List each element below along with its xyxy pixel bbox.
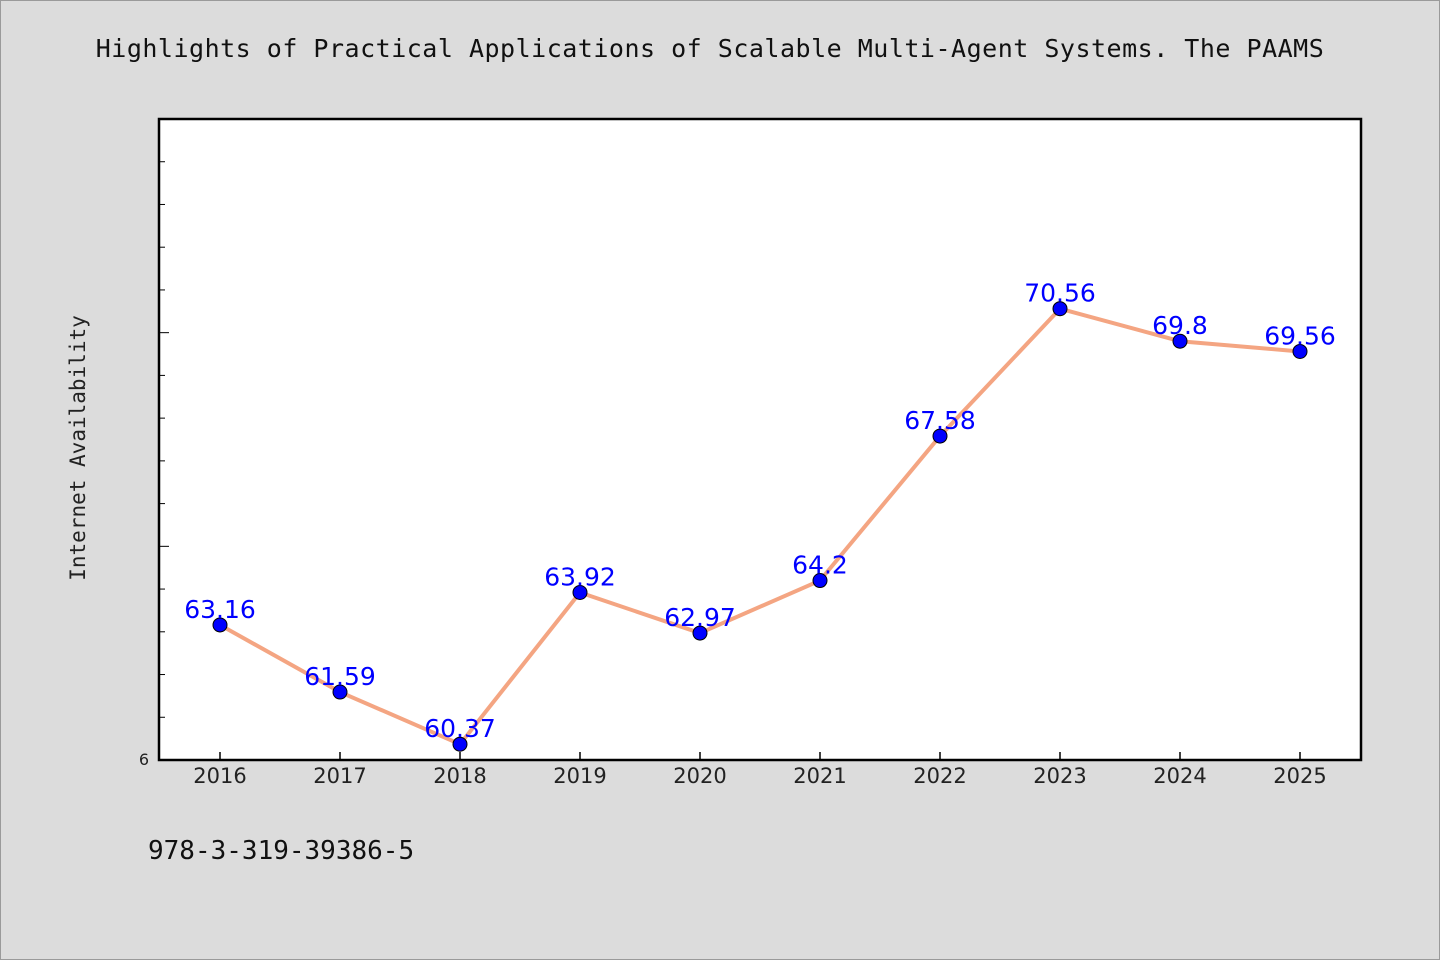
chart-title: Highlights of Practical Applications of … (95, 34, 1325, 63)
x-tick-label: 2025 (1273, 764, 1326, 788)
data-label: 63.16 (184, 595, 256, 624)
x-tick-label: 2022 (913, 764, 966, 788)
plot-area (157, 117, 1363, 762)
y-tick-label: 6 (139, 750, 149, 769)
data-point (212, 617, 228, 633)
data-label: 64.2 (792, 551, 848, 580)
isbn-text: 978-3-319-39386-5 (148, 836, 415, 866)
data-point (452, 736, 468, 752)
data-point (572, 584, 588, 600)
x-tick-label: 2019 (553, 764, 606, 788)
x-tick-label: 2018 (433, 764, 486, 788)
data-point (332, 684, 348, 700)
data-label: 63.92 (544, 562, 616, 591)
data-label: 61.59 (304, 662, 376, 691)
series-line (218, 306, 1302, 747)
data-label: 60.37 (424, 714, 496, 743)
data-point (1172, 333, 1188, 349)
data-point (932, 428, 948, 444)
data-label: 70.56 (1024, 279, 1096, 308)
x-tick-label: 2017 (313, 764, 366, 788)
data-label: 67.58 (904, 406, 976, 435)
x-tick-label: 2016 (193, 764, 246, 788)
x-tick-label: 2020 (673, 764, 726, 788)
data-point (812, 573, 828, 589)
data-label: 62.97 (664, 603, 736, 632)
data-label: 69.56 (1264, 321, 1336, 350)
data-point (1292, 343, 1308, 359)
x-tick-label: 2021 (793, 764, 846, 788)
data-label: 69.8 (1152, 311, 1208, 340)
data-point (1052, 301, 1068, 317)
x-tick-label: 2023 (1033, 764, 1086, 788)
x-tick-label: 2024 (1153, 764, 1206, 788)
data-point (692, 625, 708, 641)
